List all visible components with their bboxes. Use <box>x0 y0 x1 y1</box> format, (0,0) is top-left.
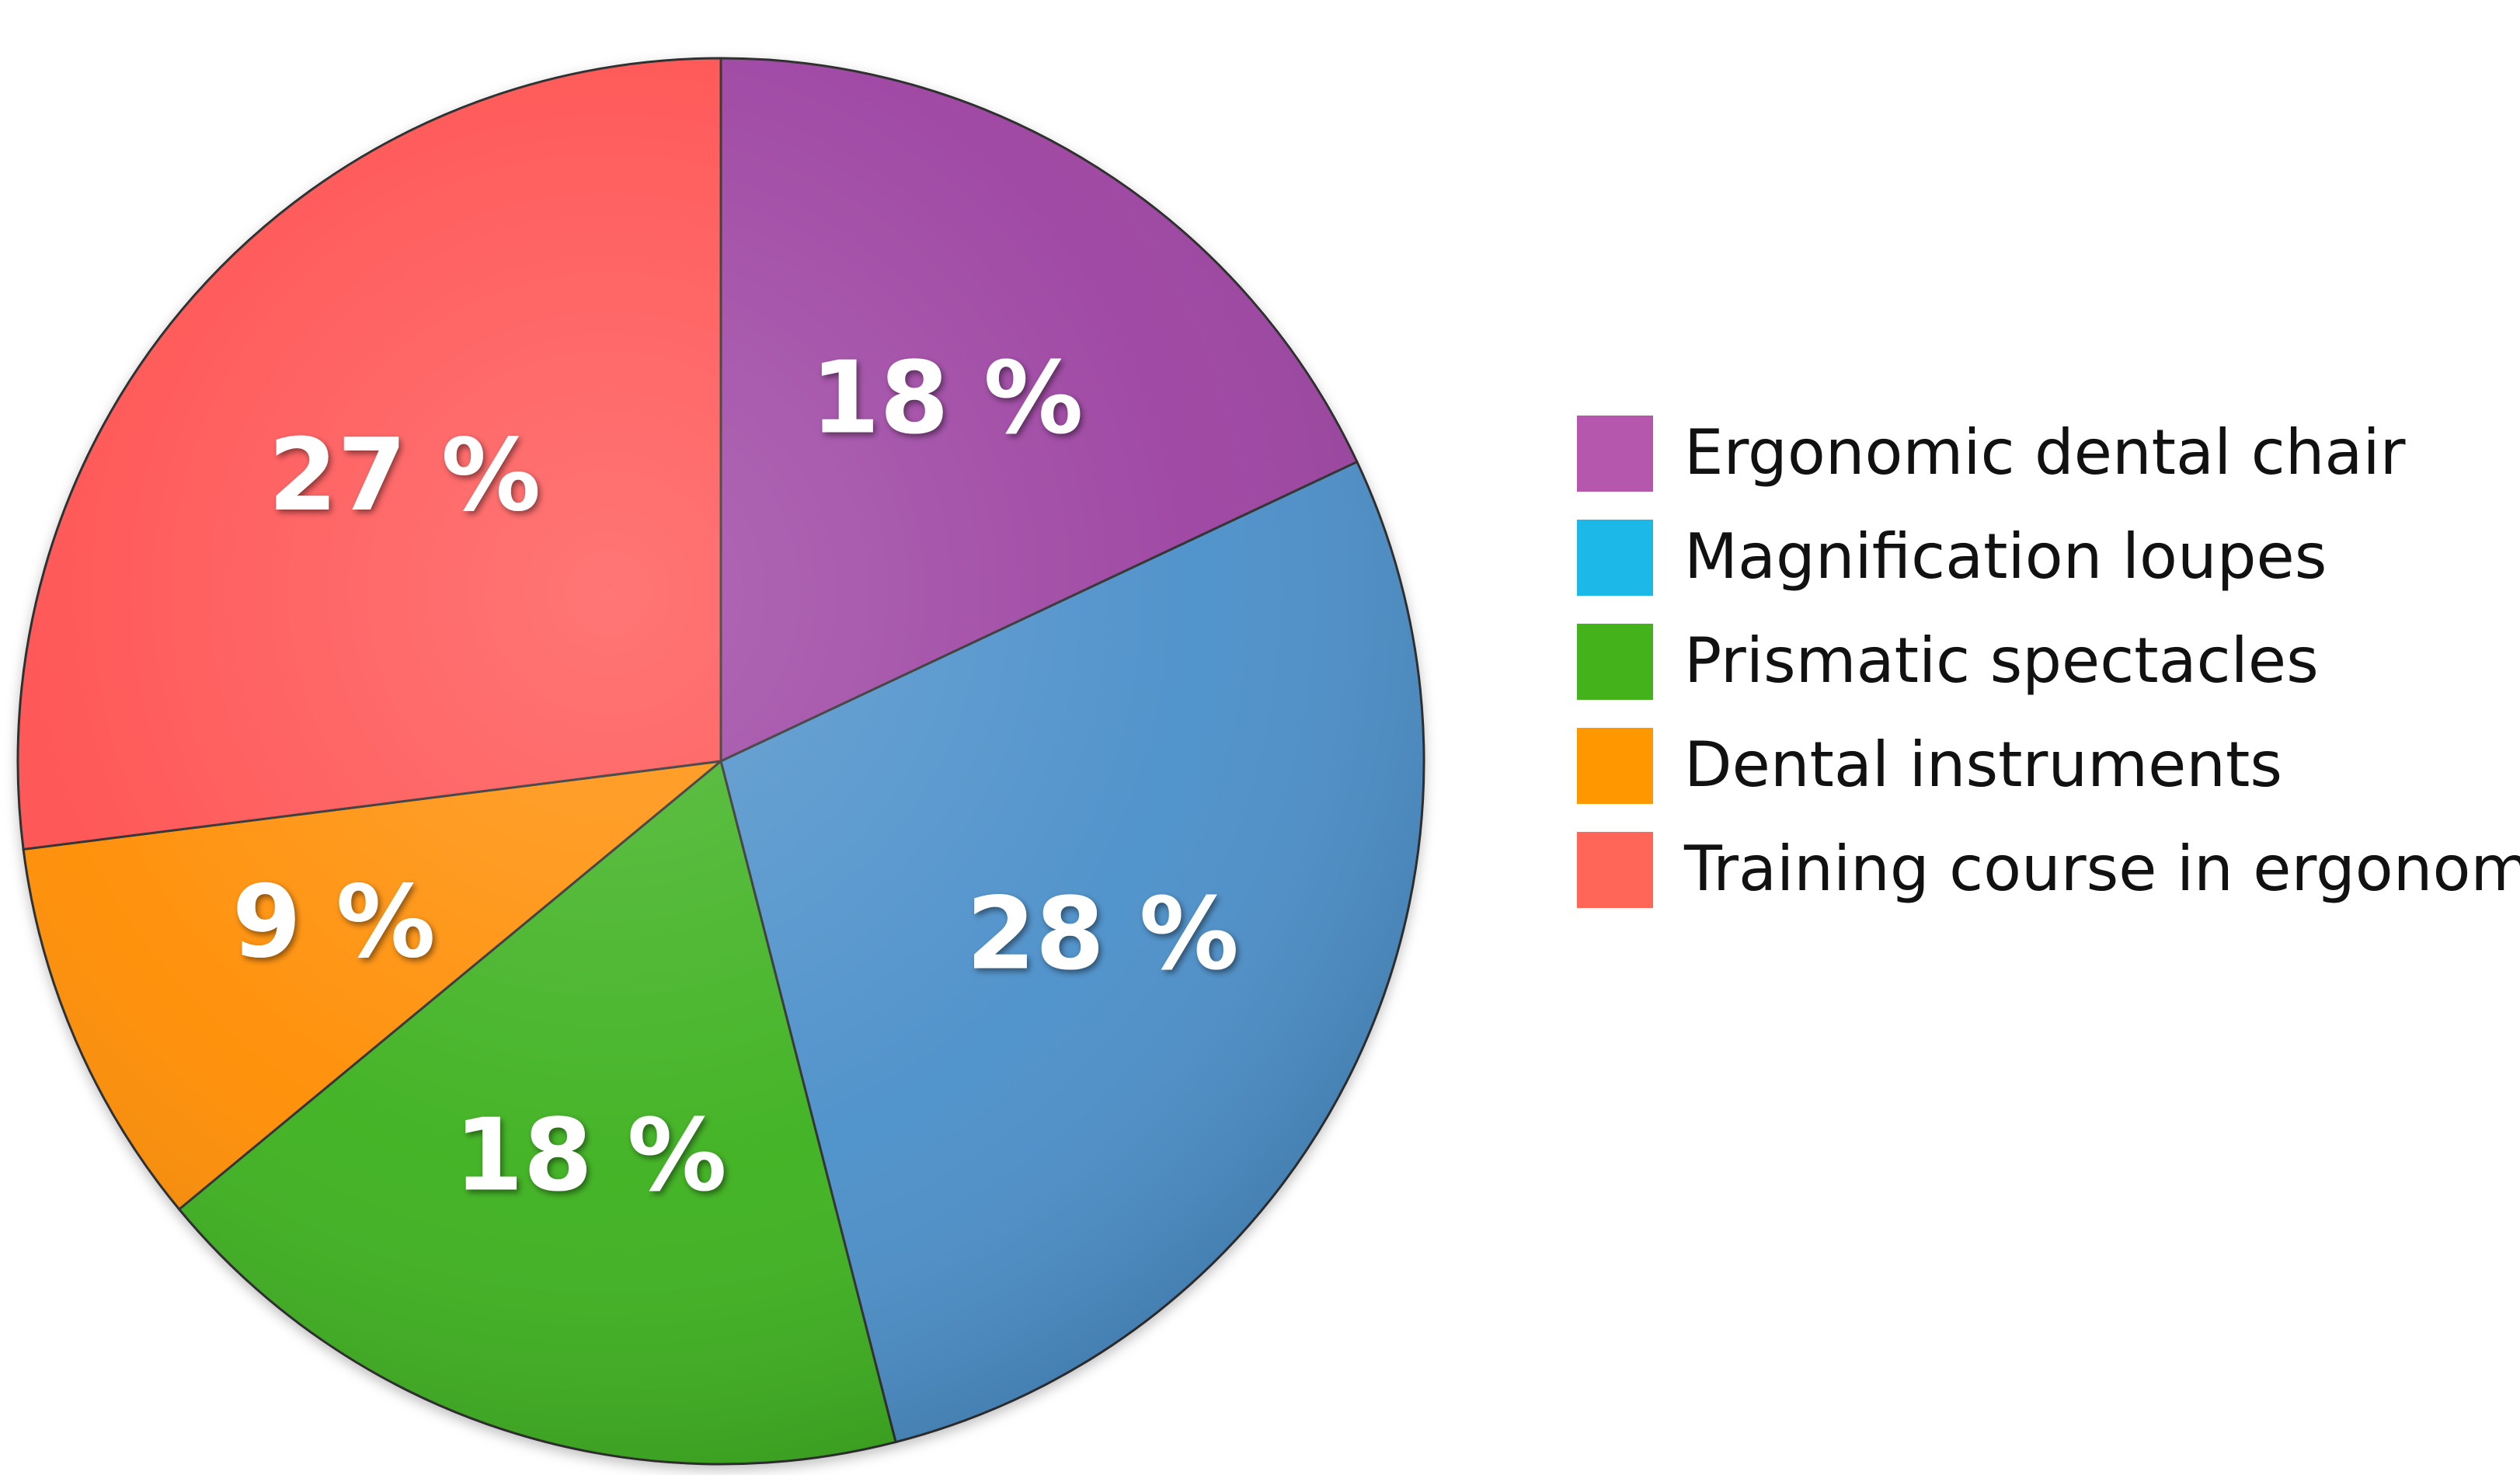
slice-label-ergonomic-dental-chair: 18 % <box>810 341 1083 457</box>
legend-swatch-ergonomic-dental-chair <box>1577 416 1653 492</box>
legend-label-magnification-loupes: Magnification loupes <box>1684 520 2327 593</box>
slice-label-prismatic-spectacles: 18 % <box>454 1098 727 1214</box>
legend-label-dental-instruments: Dental instruments <box>1684 729 2282 801</box>
slice-label-training-course-in-ergonomics: 27 % <box>268 418 541 534</box>
legend-label-ergonomic-dental-chair: Ergonomic dental chair <box>1684 416 2406 489</box>
legend-item-training-course-in-ergonomics: Training course in ergonomics <box>1577 832 2520 908</box>
legend-swatch-training-course-in-ergonomics <box>1577 832 1653 908</box>
legend-swatch-prismatic-spectacles <box>1577 624 1653 700</box>
legend-item-prismatic-spectacles: Prismatic spectacles <box>1577 624 2319 700</box>
legend-swatch-magnification-loupes <box>1577 520 1653 596</box>
pie-slices <box>16 57 1425 1466</box>
legend: Ergonomic dental chair Magnification loup… <box>1577 416 2520 908</box>
legend-item-dental-instruments: Dental instruments <box>1577 728 2282 804</box>
legend-swatch-dental-instruments <box>1577 728 1653 804</box>
legend-label-training-course-in-ergonomics: Training course in ergonomics <box>1683 833 2520 905</box>
pie-body <box>16 57 1425 1466</box>
pie-slice-labels: 18 % 28 % 18 % 9 % 27 % <box>232 341 1239 1214</box>
legend-item-magnification-loupes: Magnification loupes <box>1577 520 2327 596</box>
slice-label-magnification-loupes: 28 % <box>966 876 1239 992</box>
slice-label-dental-instruments: 9 % <box>232 864 436 980</box>
legend-label-prismatic-spectacles: Prismatic spectacles <box>1684 624 2319 697</box>
legend-item-ergonomic-dental-chair: Ergonomic dental chair <box>1577 416 2406 492</box>
